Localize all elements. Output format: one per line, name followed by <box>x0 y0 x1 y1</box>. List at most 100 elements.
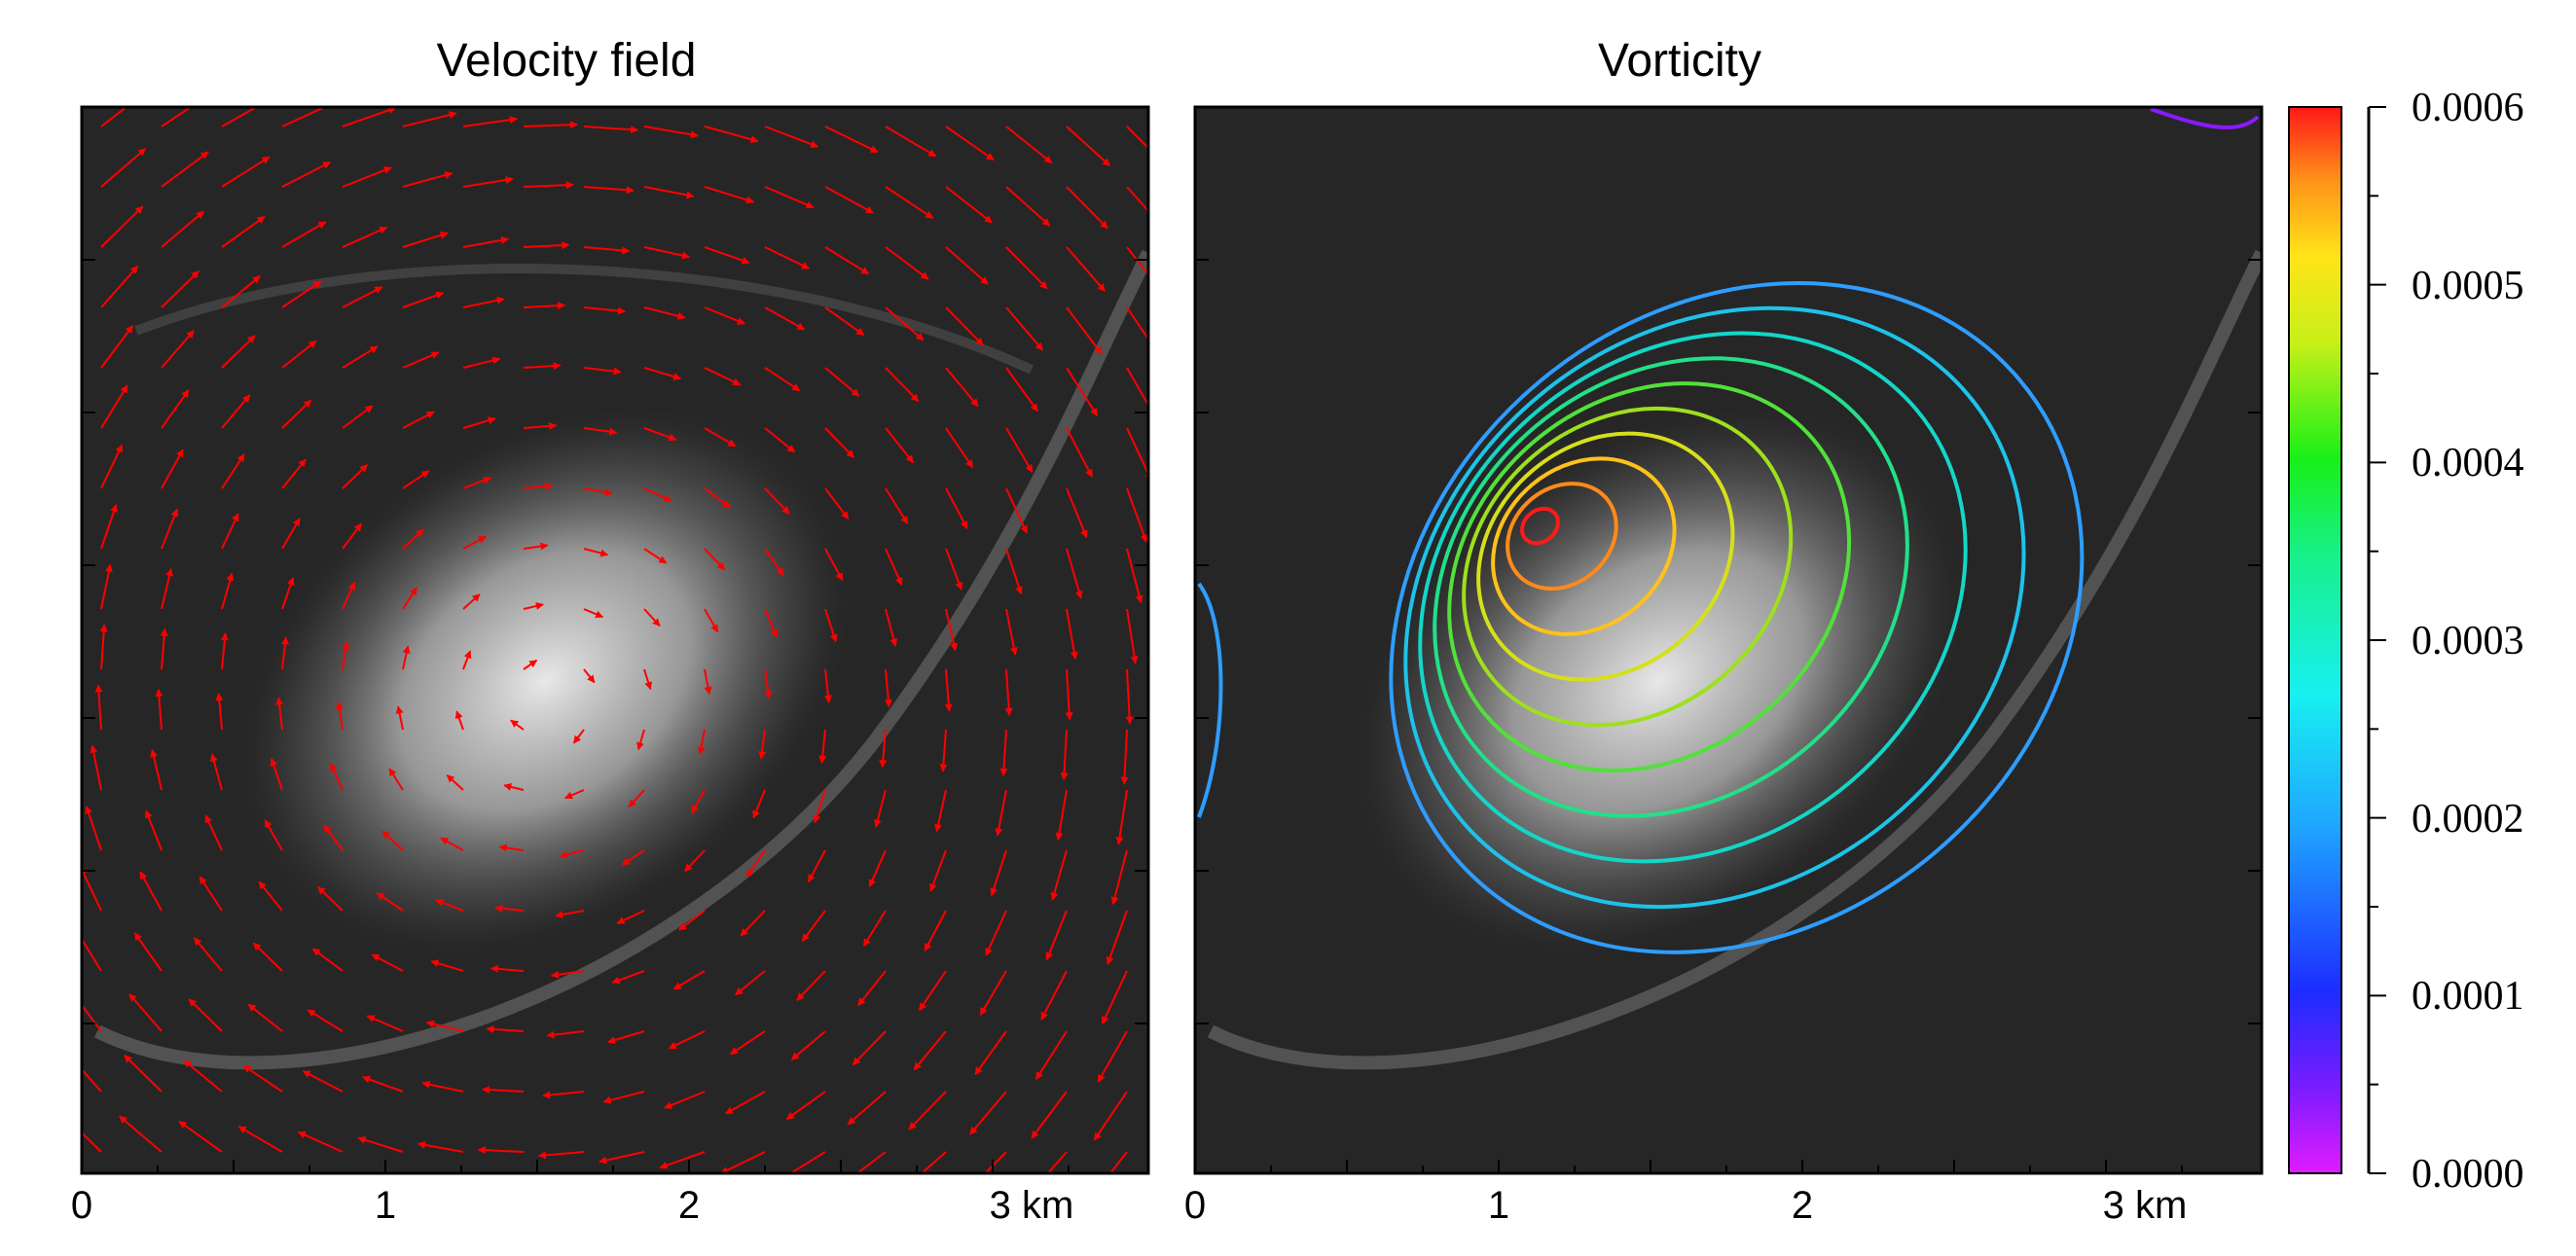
velocity-vector <box>1115 789 1128 845</box>
velocity-vector <box>918 970 947 1012</box>
velocity-vector <box>161 269 200 308</box>
velocity-vector <box>430 959 464 972</box>
velocity-vector <box>643 487 672 502</box>
velocity-vector <box>572 729 585 744</box>
colorbar-ticks <box>2369 106 2386 1174</box>
velocity-vector <box>724 1091 766 1115</box>
velocity-vector <box>764 186 815 209</box>
velocity-vector <box>342 522 363 550</box>
velocity-vector <box>1065 668 1073 721</box>
velocity-vector <box>494 904 525 913</box>
velocity-vector <box>824 367 860 397</box>
velocity-vector <box>1066 186 1108 230</box>
velocity-vector <box>908 1091 947 1130</box>
velocity-vector <box>824 246 870 275</box>
velocity-vector <box>945 126 995 161</box>
velocity-vector <box>510 719 525 731</box>
velocity-vector <box>643 306 686 320</box>
velocity-vector <box>1066 306 1103 355</box>
velocity-vector <box>462 416 496 429</box>
vorticity-contour <box>1418 331 1968 864</box>
velocity-vector <box>128 993 163 1032</box>
velocity-vector <box>221 453 245 489</box>
velocity-vector <box>281 577 295 610</box>
velocity-vector <box>745 849 766 879</box>
velocity-vector <box>258 880 283 912</box>
velocity-vector <box>785 1091 826 1121</box>
velocity-vector <box>1005 367 1038 413</box>
velocity-vector <box>847 1091 887 1126</box>
velocity-vector <box>824 548 844 582</box>
velocity-vector <box>361 1075 404 1093</box>
velocity-vector <box>221 215 266 248</box>
velocity-vector <box>523 602 544 610</box>
velocity-vector <box>885 608 898 647</box>
velocity-vector <box>1110 849 1128 906</box>
velocity-vector <box>523 659 538 670</box>
velocity-vector <box>1097 1030 1128 1083</box>
velocity-vector <box>119 1115 163 1153</box>
velocity-vector <box>990 849 1007 897</box>
velocity-vector <box>643 367 682 380</box>
velocity-vector <box>1005 126 1053 164</box>
velocity-vector <box>317 886 344 912</box>
velocity-vector <box>790 1030 826 1060</box>
velocity-vector <box>583 306 626 315</box>
velocity-vector <box>852 1030 887 1066</box>
velocity-vector <box>490 964 525 973</box>
velocity-vector <box>1005 487 1029 534</box>
velocity-vector <box>583 668 596 684</box>
velocity-vector <box>298 1130 344 1153</box>
velocity-vector <box>764 668 773 700</box>
velocity-vector <box>583 487 613 496</box>
velocity-vector <box>523 241 570 250</box>
velocity-vector <box>764 306 806 331</box>
velocity-vector <box>523 121 579 129</box>
velocity-vector <box>824 487 850 520</box>
velocity-vector <box>1005 548 1023 595</box>
velocity-vector <box>381 830 404 851</box>
vorticity-contour <box>1476 431 1735 682</box>
velocity-vector <box>564 789 585 800</box>
velocity-vector <box>764 608 778 638</box>
velocity-vector <box>611 970 645 985</box>
velocity-vector <box>155 688 163 731</box>
velocity-vector <box>1093 1091 1128 1141</box>
velocity-vector <box>1005 246 1048 290</box>
velocity-vector <box>729 1030 766 1056</box>
velocity-vector <box>252 942 283 972</box>
velocity-vector <box>944 668 953 712</box>
velocity-vector <box>862 910 887 948</box>
vorticity-contour <box>1462 406 1794 728</box>
velocity-vector <box>85 806 102 851</box>
vorticity-contours <box>1197 107 2260 954</box>
velocity-vector <box>1050 849 1068 901</box>
velocity-vector <box>668 1030 706 1050</box>
velocity-vector <box>281 107 336 127</box>
velocity-vector <box>188 998 223 1032</box>
velocity-vector <box>1066 548 1083 599</box>
velocity-vector <box>523 302 566 310</box>
velocity-vector <box>342 640 350 670</box>
panel-title-vorticity: Vorticity <box>1598 35 1761 87</box>
colorbar-tick-label: 0.0001 <box>2412 974 2524 1019</box>
velocity-vector <box>1066 427 1093 478</box>
velocity-vector <box>683 849 706 873</box>
velocity-vector <box>221 335 256 369</box>
colorbar-tick-label: 0.0002 <box>2412 797 2524 842</box>
velocity-vector <box>1005 186 1051 227</box>
velocity-vector <box>643 126 699 139</box>
velocity-vector <box>342 405 374 429</box>
velocity-vector <box>583 186 635 195</box>
velocity-vector <box>764 548 784 576</box>
velocity-image-swirl <box>223 392 867 970</box>
velocity-vector <box>616 910 645 924</box>
vorticity-contour <box>1197 582 1223 818</box>
velocity-vector <box>1004 668 1013 716</box>
velocity-vector <box>885 427 915 464</box>
velocity-vector <box>636 729 645 751</box>
vorticity-contour <box>1447 381 1852 772</box>
velocity-vector <box>342 286 383 308</box>
velocity-vector <box>764 487 790 515</box>
velocity-vector <box>643 427 677 442</box>
